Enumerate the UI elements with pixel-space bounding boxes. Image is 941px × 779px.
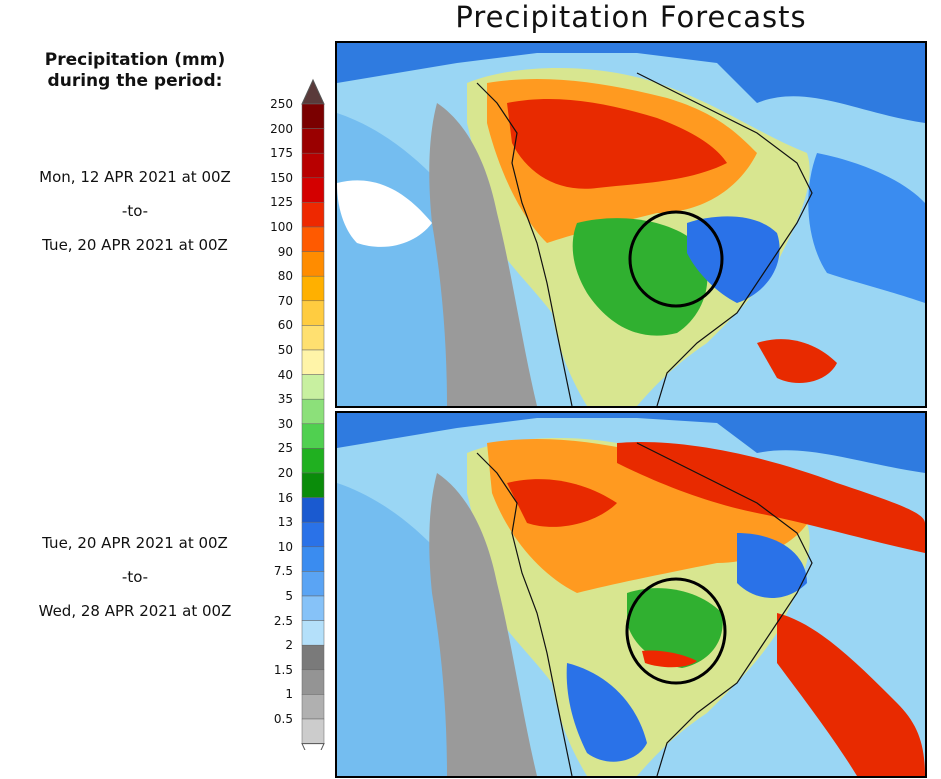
- period-2-end: Wed, 28 APR 2021 at 00Z: [38, 602, 232, 620]
- forecast-map-period-1: [335, 41, 927, 408]
- period-1-end: Tue, 20 APR 2021 at 00Z: [42, 236, 228, 254]
- colorbar-segment: [301, 349, 325, 375]
- highlight-circle: [628, 210, 724, 308]
- colorbar-tick-label: 25: [277, 441, 293, 456]
- colorbar-tick-label: 0.5: [273, 712, 293, 726]
- coastline-west: [476, 452, 573, 776]
- very-heavy-rain-core: [507, 98, 727, 189]
- rain-cell-south: [757, 339, 837, 383]
- legend-title: Precipitation (mm) during the period:: [10, 50, 260, 92]
- colorbar-tick-label: 20: [277, 466, 293, 480]
- colorbar-segment: [301, 226, 325, 252]
- highlight-circle: [625, 577, 727, 685]
- blue-zone-atlantic: [808, 153, 925, 303]
- colorbar-segment: [301, 374, 325, 400]
- dry-pacific-zone: [337, 180, 432, 247]
- colorbar-tick-label: 90: [277, 244, 293, 259]
- colorbar-tick-label: 150: [270, 170, 293, 185]
- north-blue-band: [337, 413, 925, 473]
- blue-zone-east: [687, 216, 780, 303]
- blue-zone-east: [737, 533, 807, 598]
- legend-title-line2: during the period:: [47, 71, 223, 91]
- colorbar-tick-label: 5: [285, 589, 293, 603]
- period-2-label: Tue, 20 APR 2021 at 00Z -to- Wed, 28 APR…: [0, 526, 270, 628]
- colorbar-segment: [301, 398, 325, 425]
- precipitation-colorbar: [301, 78, 325, 750]
- period-1-start: Mon, 12 APR 2021 at 00Z: [39, 168, 231, 186]
- colorbar-tick-label: 200: [270, 121, 293, 136]
- page-title: Precipitation Forecasts: [455, 0, 807, 34]
- colorbar-segment: [301, 595, 325, 621]
- colorbar-segment: [301, 497, 325, 523]
- very-heavy-rain-core: [507, 479, 617, 527]
- colorbar-segment: [301, 694, 325, 720]
- green-rain-zone: [627, 588, 723, 668]
- colorbar-tick-label: 50: [277, 343, 293, 357]
- coastline-west: [476, 82, 573, 406]
- colorbar-segment: [301, 275, 325, 302]
- colorbar-segment: [301, 448, 325, 474]
- colorbar-segment: [301, 546, 325, 572]
- north-blue-band: [337, 43, 925, 123]
- colorbar-segment: [301, 669, 325, 695]
- colorbar-bottom-arrow: [301, 743, 325, 750]
- colorbar-tick-label: 30: [277, 416, 293, 431]
- very-heavy-rain-band: [617, 442, 925, 553]
- colorbar-tick-label: 175: [270, 146, 293, 161]
- coastline-east: [636, 72, 813, 406]
- andes-dry-zone: [429, 473, 537, 776]
- legend-title-line1: Precipitation (mm): [44, 50, 226, 70]
- colorbar-top-arrow: [301, 78, 325, 105]
- colorbar-segment: [301, 251, 325, 277]
- colorbar-segment: [301, 620, 325, 646]
- colorbar-tick-label: 2.5: [273, 613, 293, 628]
- colorbar-tick-label: 16: [277, 490, 293, 505]
- colorbar-segment: [301, 472, 325, 498]
- colorbar-tick-label: 35: [277, 392, 293, 407]
- colorbar-segment: [301, 718, 325, 744]
- colorbar-tick-label: 100: [270, 220, 293, 234]
- colorbar-segment: [301, 644, 325, 671]
- colorbar-segment: [301, 571, 325, 597]
- colorbar-tick-label: 13: [277, 515, 293, 530]
- colorbar-tick-label: 10: [277, 539, 293, 554]
- rain-cell-circle: [642, 650, 697, 668]
- blue-zone-south: [566, 663, 647, 762]
- colorbar-segment: [301, 177, 325, 203]
- colorbar-tick-label: 60: [277, 318, 293, 333]
- colorbar-tick-label: 70: [277, 293, 293, 308]
- colorbar-segment: [301, 521, 325, 548]
- colorbar-tick-label: 125: [270, 195, 293, 210]
- colorbar-segment: [301, 423, 325, 449]
- colorbar-tick-label: 40: [277, 367, 293, 382]
- colorbar-tick-label: 7.5: [273, 564, 293, 579]
- colorbar-tick-label: 80: [277, 269, 293, 284]
- colorbar-tick-label: 1.5: [273, 662, 293, 677]
- colorbar-tick-label: 250: [270, 97, 293, 111]
- colorbar-segment: [301, 152, 325, 179]
- colorbar-segment: [301, 128, 325, 154]
- period-2-sep: -to-: [121, 568, 149, 586]
- colorbar-tick-label: 2: [285, 638, 293, 653]
- period-2-start: Tue, 20 APR 2021 at 00Z: [42, 534, 228, 552]
- period-1-sep: -to-: [121, 202, 149, 220]
- colorbar-segment: [301, 202, 325, 228]
- colorbar-tick-label: 1: [285, 687, 293, 702]
- colorbar-segment: [301, 300, 325, 326]
- colorbar-segment: [301, 103, 325, 129]
- colorbar-segment: [301, 325, 325, 351]
- andes-dry-zone: [429, 103, 537, 406]
- rain-band-southeast: [777, 613, 925, 776]
- forecast-map-period-2: [335, 411, 927, 778]
- period-1-label: Mon, 12 APR 2021 at 00Z -to- Tue, 20 APR…: [0, 160, 270, 262]
- coastline-east: [636, 442, 813, 776]
